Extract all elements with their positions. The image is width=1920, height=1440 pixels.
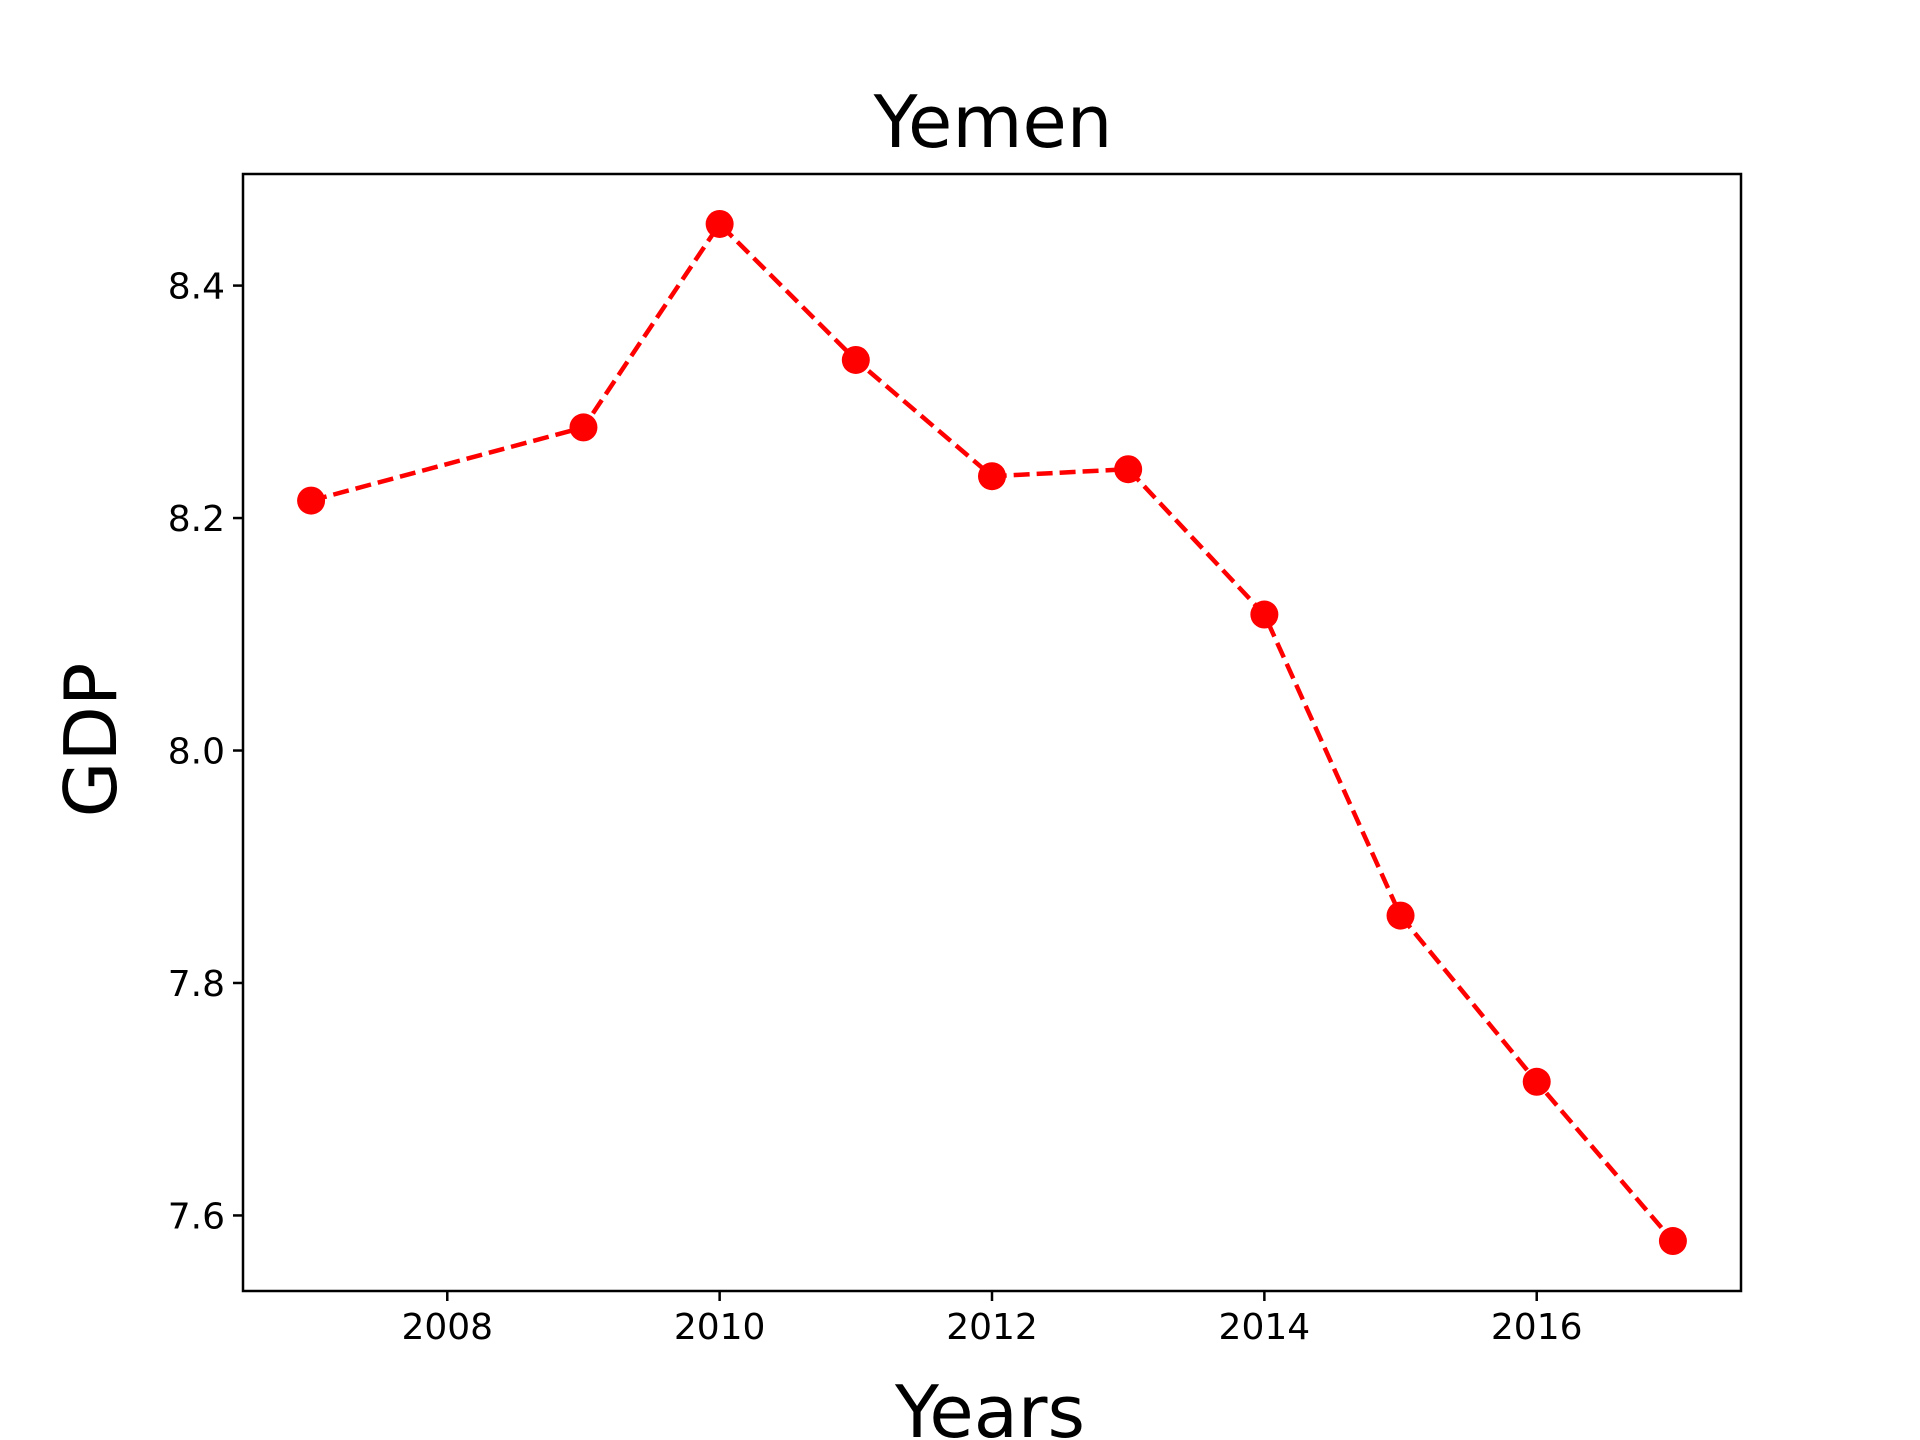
x-tick-label: 2016 <box>1491 1307 1583 1348</box>
x-axis: 2008 2010 2012 2014 2016 <box>401 1291 1583 1348</box>
data-point <box>1658 1227 1687 1256</box>
x-tick-label: 2010 <box>674 1307 766 1348</box>
y-tick-label: 8.2 <box>168 499 225 540</box>
data-point <box>1386 901 1415 930</box>
data-point <box>978 462 1006 491</box>
data-point <box>705 209 734 238</box>
data-point <box>569 413 598 442</box>
x-tick-label: 2014 <box>1219 1307 1311 1348</box>
data-point <box>1522 1067 1551 1096</box>
data-point <box>1250 600 1279 629</box>
series-layer <box>297 209 1687 1256</box>
data-point <box>1114 455 1143 484</box>
x-axis-label: Years <box>894 1370 1085 1440</box>
y-tick-label: 7.6 <box>168 1196 225 1237</box>
data-point <box>297 486 326 515</box>
series-line <box>310 221 1675 1243</box>
y-tick-label: 7.8 <box>168 964 225 1005</box>
chart-title: Yemen <box>873 80 1113 164</box>
y-tick-label: 8.0 <box>168 732 225 773</box>
y-tick-label: 8.4 <box>168 267 225 308</box>
x-tick-label: 2008 <box>401 1307 493 1348</box>
data-point <box>841 345 870 374</box>
y-axis-label: GDP <box>49 663 133 818</box>
plot-area-frame <box>241 172 1743 1293</box>
x-tick-label: 2012 <box>946 1307 1038 1348</box>
y-axis: 7.6 7.8 8.0 8.2 8.4 <box>168 267 243 1237</box>
